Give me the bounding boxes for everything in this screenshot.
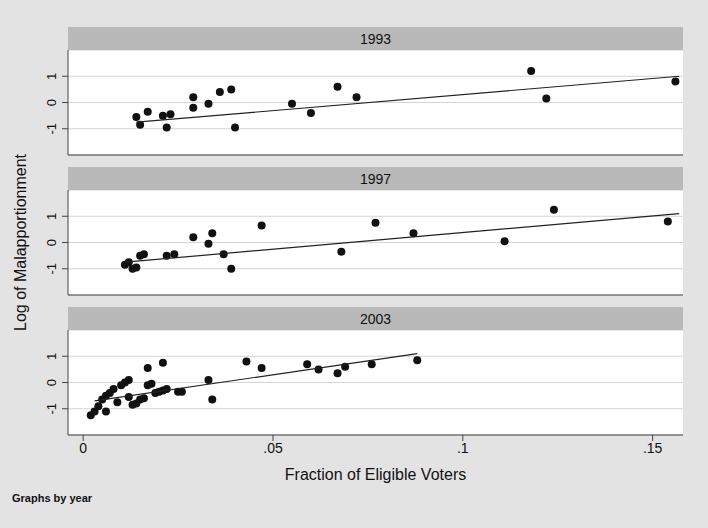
svg-text:1: 1 — [44, 73, 59, 80]
svg-text:1: 1 — [44, 213, 59, 220]
svg-text:0: 0 — [79, 440, 87, 456]
svg-text:0: 0 — [44, 379, 59, 386]
svg-text:-1: -1 — [44, 123, 59, 135]
svg-text:.05: .05 — [263, 440, 283, 456]
svg-text:.15: .15 — [643, 440, 663, 456]
html-text:2003: 2003 — [359, 310, 392, 327]
svg-text:-1: -1 — [44, 263, 59, 275]
html-text:Graphs by year: Graphs by year — [12, 492, 93, 504]
svg-text:-1: -1 — [44, 403, 59, 415]
svg-text:0: 0 — [44, 239, 59, 246]
html-text:1993: 1993 — [359, 30, 392, 47]
svg-text:Log of Malapportionment: Log of Malapportionment — [12, 153, 29, 331]
svg-text:1: 1 — [44, 353, 59, 360]
svg-text:0: 0 — [44, 99, 59, 106]
html-text:1997: 1997 — [359, 170, 392, 187]
svg-text:.1: .1 — [457, 440, 469, 456]
html-text:Fraction of Eligible Voters: Fraction of Eligible Voters — [284, 466, 467, 483]
